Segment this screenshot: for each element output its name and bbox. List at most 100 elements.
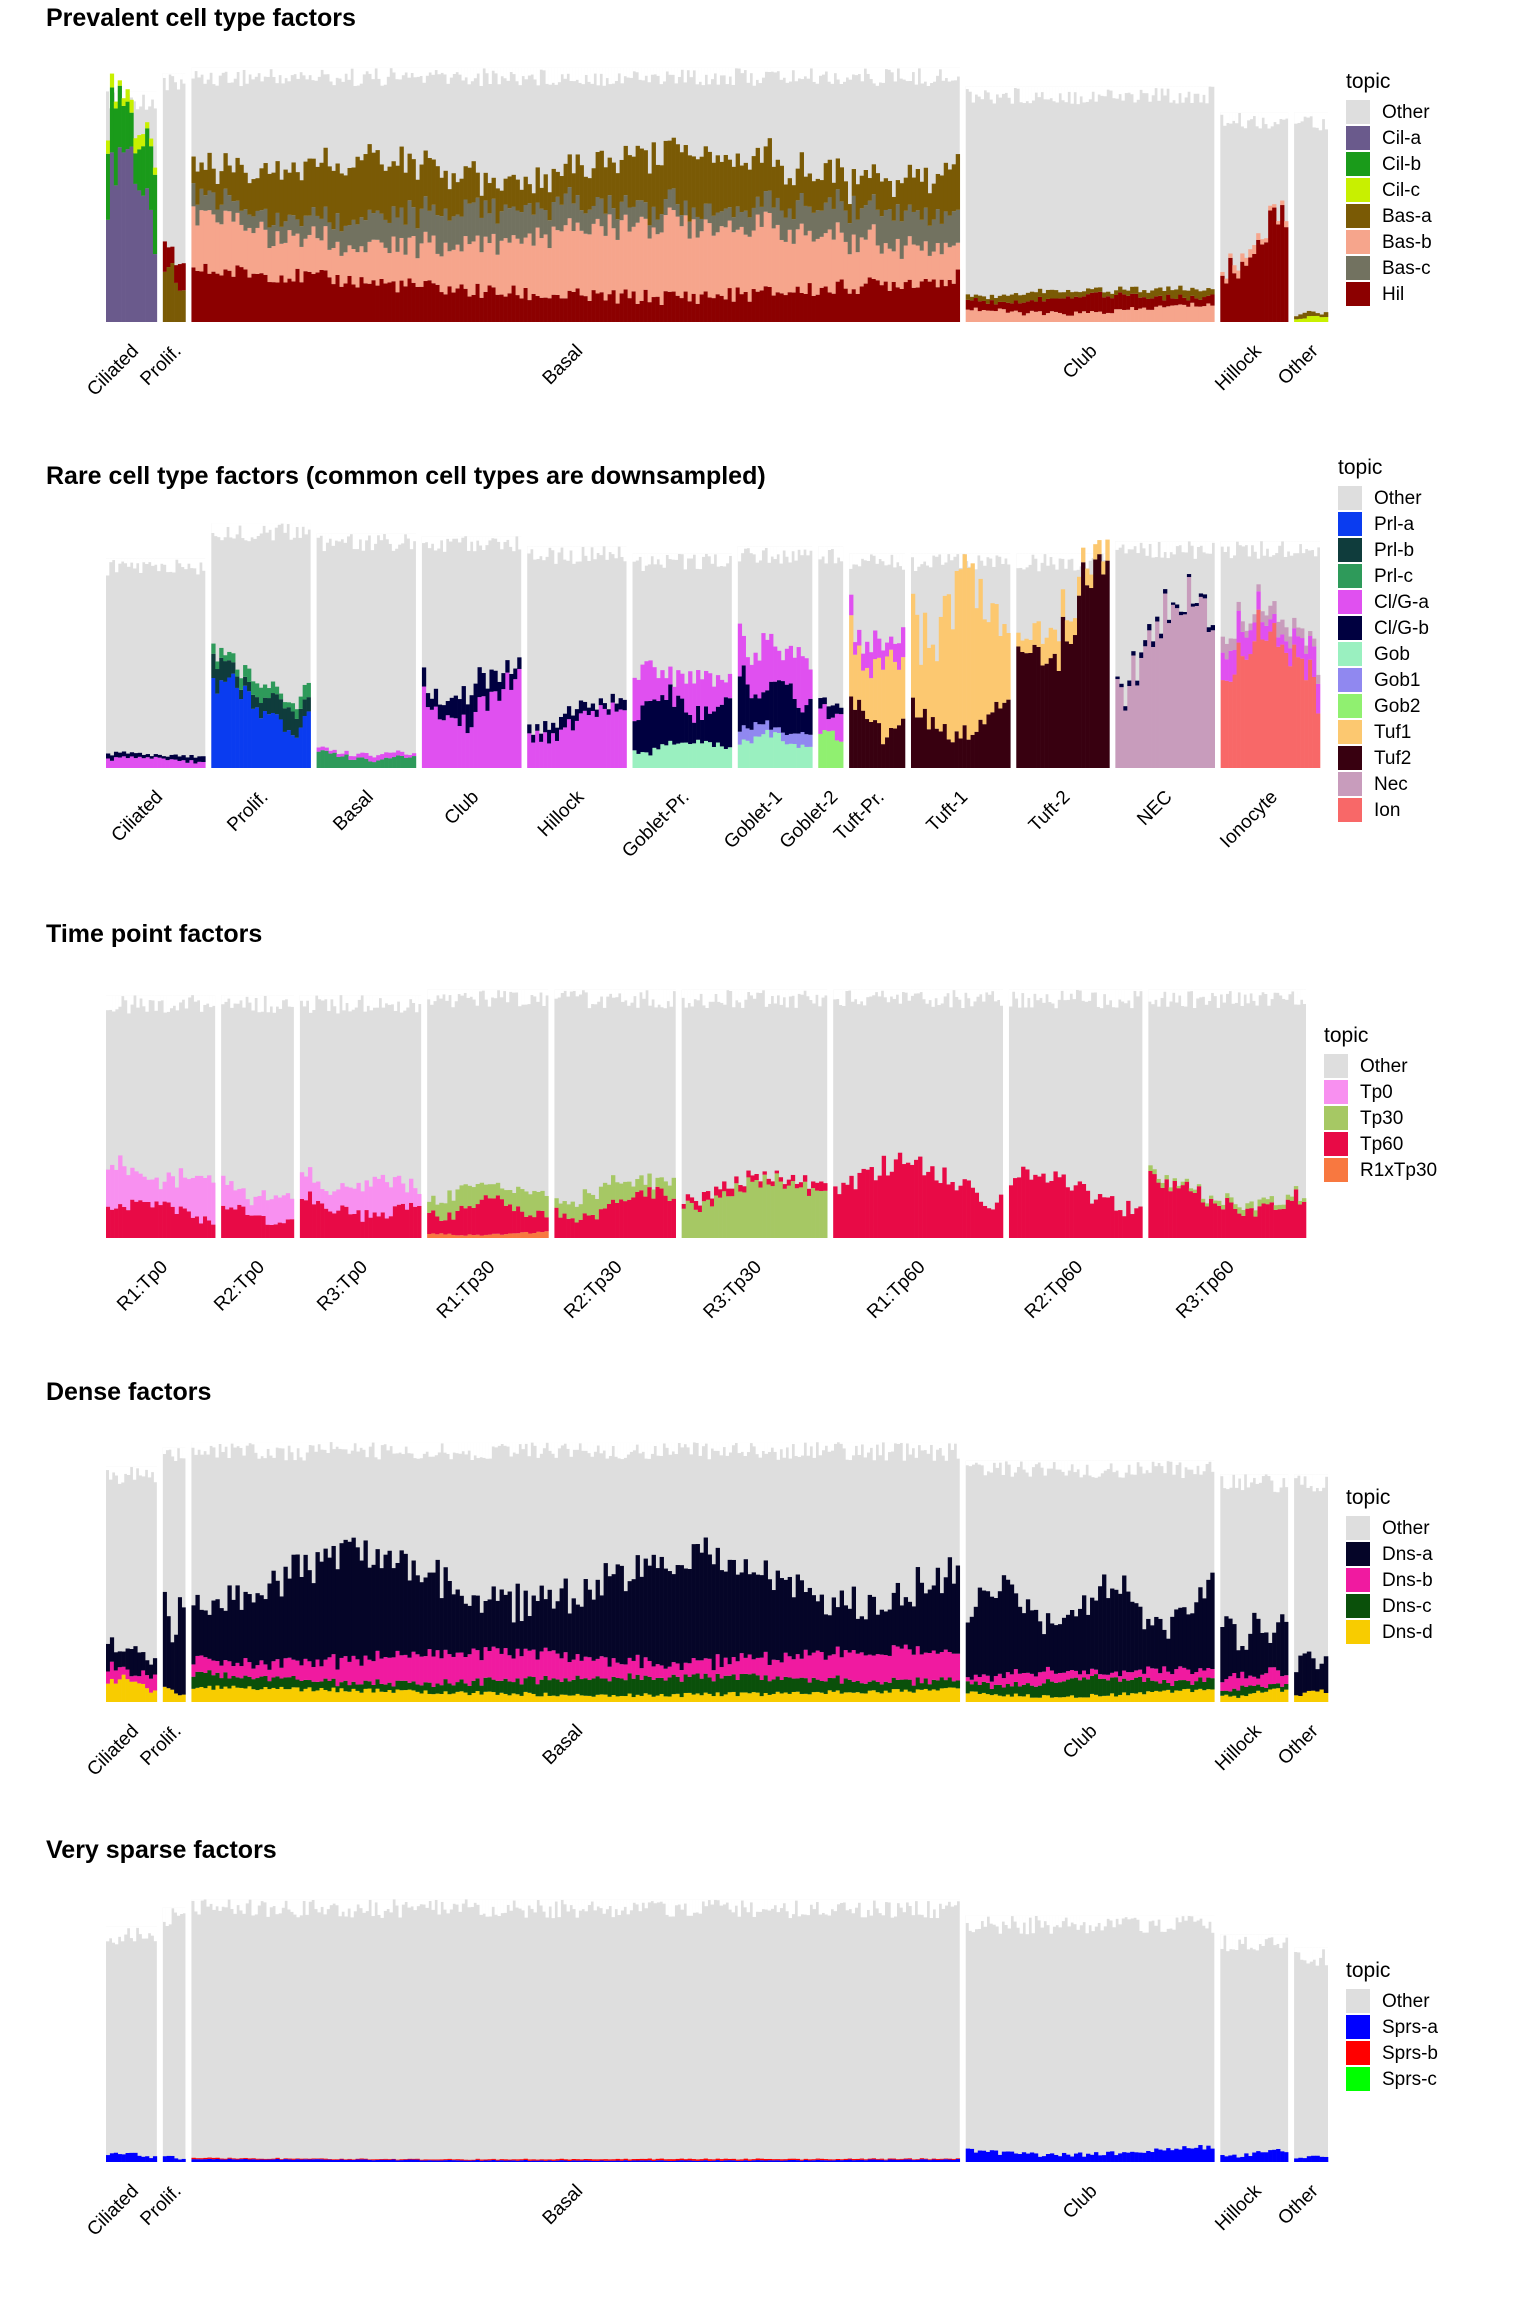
- group-prolif: [211, 523, 311, 768]
- bar-gap: [611, 1442, 615, 1446]
- bar-dns-d: [903, 1689, 909, 1702]
- bar-gap: [299, 1442, 303, 1458]
- bar-gap: [869, 553, 873, 555]
- bar-hil: [655, 296, 660, 322]
- bar-bas-b: [243, 230, 248, 270]
- bar-gap: [627, 989, 631, 1006]
- bar-gap: [1154, 541, 1158, 558]
- bar-gap: [1216, 989, 1221, 1008]
- bar-dns-c: [915, 1677, 921, 1690]
- bar-cil-a: [117, 147, 122, 322]
- bar-cl-g-a: [535, 730, 540, 768]
- bar-gap: [412, 995, 416, 1004]
- bar-dns-d: [247, 1686, 252, 1702]
- bar-tp60: [316, 1200, 321, 1238]
- bar-gap: [1283, 541, 1288, 557]
- bar-dns-d: [1106, 1695, 1111, 1702]
- bar-bas-a: [815, 178, 820, 211]
- bar-hil: [1037, 296, 1043, 312]
- bar-gap: [612, 989, 616, 998]
- bar-dns-b: [887, 1655, 893, 1683]
- bar-ion: [1264, 640, 1269, 768]
- bar-gap: [773, 989, 778, 1004]
- bar-tp60: [1057, 1177, 1062, 1238]
- bar-tp60: [130, 1199, 135, 1238]
- bar-tp60: [798, 1182, 804, 1188]
- bar-tp60: [1257, 1206, 1262, 1238]
- bar-dns-c: [1106, 1680, 1111, 1696]
- bar-gap: [892, 989, 897, 999]
- bar-gap: [1001, 1460, 1005, 1475]
- group-r2-tp60: [1008, 989, 1143, 1238]
- bar-gob: [692, 743, 697, 768]
- bar-dns-a: [1130, 1601, 1135, 1673]
- bar-dns-b: [1033, 1676, 1039, 1687]
- bar-gap: [991, 989, 995, 992]
- bar-dns-b: [1049, 1670, 1055, 1682]
- bar-cl-g-a: [889, 636, 894, 650]
- bar-bas-c: [571, 203, 576, 232]
- bar-dns-d: [1162, 1690, 1167, 1702]
- bar-tp30: [1293, 1186, 1299, 1190]
- bar-dns-c: [843, 1678, 848, 1693]
- bar-bas-a: [166, 267, 171, 322]
- bar-gap: [1085, 1460, 1089, 1465]
- bar-cl-g-a: [590, 710, 596, 768]
- bar-cl-g-b: [1147, 624, 1152, 631]
- bar-bas-c: [907, 204, 913, 237]
- bar-bas-b: [423, 231, 428, 282]
- bar-hil: [1202, 297, 1207, 307]
- bar-tp30: [1164, 1175, 1169, 1180]
- bar-dns-b: [1150, 1668, 1155, 1681]
- bar-tp0: [245, 1199, 250, 1215]
- bar-dns-c: [699, 1678, 704, 1696]
- bar-gap: [1112, 1460, 1116, 1473]
- bar-cl-g-a: [125, 758, 131, 768]
- bar-cil-a: [141, 195, 146, 322]
- bar-tp60: [705, 1191, 711, 1200]
- bar-dns-a: [831, 1597, 836, 1655]
- bar-bas-c: [675, 204, 680, 217]
- bar-bas-b: [399, 237, 404, 281]
- bar-cl-g-a: [773, 646, 778, 682]
- bar-dns-b: [243, 1658, 248, 1676]
- bar-cil-b: [152, 174, 158, 255]
- bar-dns-b: [579, 1660, 584, 1680]
- bar-dns-b: [1158, 1673, 1163, 1684]
- bar-gap: [1199, 1460, 1203, 1475]
- bar-cl-g-b: [185, 757, 190, 763]
- bar-dns-c: [1162, 1679, 1167, 1691]
- bar-tp60: [1110, 1196, 1115, 1238]
- bar-dns-d: [715, 1692, 720, 1702]
- bar-gap: [1277, 541, 1282, 546]
- bar-gap: [886, 989, 891, 1003]
- bar-hil: [1162, 300, 1167, 308]
- bar-hil: [907, 279, 913, 322]
- bar-dns-d: [371, 1692, 376, 1702]
- bar-tp60: [689, 1197, 695, 1203]
- bar-bas-b: [875, 245, 881, 281]
- bar-cl-g-b: [648, 700, 653, 756]
- bar-hil: [174, 265, 179, 283]
- bar-dns-c: [283, 1677, 288, 1690]
- bar-dns-b: [807, 1655, 812, 1683]
- bar-gap: [659, 1442, 663, 1456]
- bar-dns-a: [177, 1597, 182, 1696]
- bar-gap: [809, 546, 813, 551]
- bar-bas-a: [939, 175, 945, 224]
- bar-dns-d: [495, 1694, 500, 1702]
- bar-bas-a: [431, 159, 436, 205]
- bar-gap: [1049, 553, 1053, 558]
- bar-tp60: [598, 1209, 604, 1238]
- bar-dns-b: [141, 1670, 146, 1684]
- bar-bas-c: [283, 221, 288, 243]
- bar-gap: [1243, 989, 1247, 995]
- bar-dns-c: [463, 1683, 468, 1693]
- bar-gap: [878, 553, 882, 560]
- bar-tp0: [122, 1166, 127, 1207]
- bar-tp60: [463, 1208, 468, 1236]
- bar-bas-a: [1082, 291, 1087, 297]
- bar-tuf2: [918, 717, 924, 768]
- bar-dns-b: [535, 1659, 540, 1685]
- bar-gap: [533, 546, 537, 560]
